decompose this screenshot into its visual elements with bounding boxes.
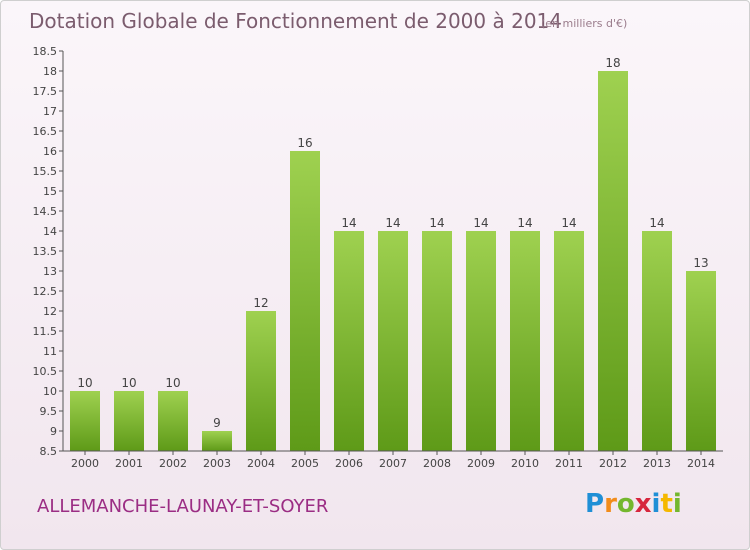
y-tick-label: 8.5 xyxy=(40,445,58,458)
logo-letter: r xyxy=(604,489,617,519)
y-axis: 8.5 9 9.5 10 10.5 11 11.5 12 12.5 13 13.5 14 14.5 15 1… xyxy=(33,45,64,458)
y-tick-label: 15.5 xyxy=(33,165,58,178)
bar-value-label: 14 xyxy=(517,216,532,230)
bar xyxy=(290,151,320,451)
bar-value-label: 14 xyxy=(429,216,444,230)
commune-name: ALLEMANCHE-LAUNAY-ET-SOYER xyxy=(37,496,329,517)
proxiti-logo: Proxiti xyxy=(585,489,682,519)
y-tick-label: 12.5 xyxy=(33,285,58,298)
bar xyxy=(246,311,276,451)
x-tick-label: 2000 xyxy=(71,457,99,470)
y-tick-label: 18.5 xyxy=(33,45,58,58)
x-tick-label: 2005 xyxy=(291,457,319,470)
bar-value-label: 18 xyxy=(605,56,620,70)
y-tick-label: 15 xyxy=(43,185,57,198)
x-tick-label: 2010 xyxy=(511,457,539,470)
y-tick-label: 16 xyxy=(43,145,57,158)
x-tick-label: 2011 xyxy=(555,457,583,470)
y-tick-label: 13 xyxy=(43,265,57,278)
y-tick-label: 10.5 xyxy=(33,365,58,378)
x-tick-label: 2013 xyxy=(643,457,671,470)
bar-value-label: 13 xyxy=(693,256,708,270)
bar-value-label: 16 xyxy=(297,136,312,150)
bars: 10 10 10 9 12 16 14 14 14 14 14 14 18 14 13 xyxy=(70,56,716,451)
bar xyxy=(334,231,364,451)
y-tick-label: 9 xyxy=(50,425,57,438)
x-tick-label: 2001 xyxy=(115,457,143,470)
y-tick-label: 12 xyxy=(43,305,57,318)
y-tick-label: 11 xyxy=(43,345,57,358)
x-axis: 2000 2001 2002 2003 2004 2005 2006 2007 2008 2009… xyxy=(63,450,723,470)
y-tick-label: 17.5 xyxy=(33,85,58,98)
y-tick-label: 13.5 xyxy=(33,245,58,258)
bar xyxy=(642,231,672,451)
x-tick-label: 2007 xyxy=(379,457,407,470)
bar-value-label: 14 xyxy=(341,216,356,230)
logo-letter: P xyxy=(585,489,605,519)
x-tick-label: 2004 xyxy=(247,457,275,470)
logo-letter: o xyxy=(616,489,635,519)
bar xyxy=(598,71,628,451)
logo-letter: i xyxy=(672,489,682,519)
bar-value-label: 9 xyxy=(213,416,221,430)
bar xyxy=(422,231,452,451)
logo-letter: i xyxy=(651,489,661,519)
chart-unit-note: (en milliers d'€) xyxy=(541,17,628,30)
bar xyxy=(114,391,144,451)
x-tick-label: 2006 xyxy=(335,457,363,470)
logo-letter: t xyxy=(660,489,673,519)
bar-value-label: 14 xyxy=(385,216,400,230)
bar xyxy=(70,391,100,451)
bar xyxy=(686,271,716,451)
y-tick-label: 18 xyxy=(43,65,57,78)
bar-value-label: 12 xyxy=(253,296,268,310)
y-tick-label: 11.5 xyxy=(33,325,58,338)
x-tick-label: 2009 xyxy=(467,457,495,470)
y-tick-label: 10 xyxy=(43,385,57,398)
chart-title: Dotation Globale de Fonctionnement de 20… xyxy=(29,9,562,33)
x-tick-label: 2014 xyxy=(687,457,715,470)
bar-value-label: 14 xyxy=(473,216,488,230)
y-tick-label: 16.5 xyxy=(33,125,58,138)
bar xyxy=(510,231,540,451)
y-tick-label: 17 xyxy=(43,105,57,118)
x-tick-label: 2002 xyxy=(159,457,187,470)
bar xyxy=(466,231,496,451)
y-tick-label: 14 xyxy=(43,225,57,238)
bar-value-label: 10 xyxy=(165,376,180,390)
bar-value-label: 14 xyxy=(649,216,664,230)
bar xyxy=(202,431,232,451)
bar xyxy=(378,231,408,451)
bar-value-label: 10 xyxy=(121,376,136,390)
bar xyxy=(158,391,188,451)
logo-letter: x xyxy=(634,489,652,519)
y-tick-label: 9.5 xyxy=(40,405,58,418)
y-tick-label: 14.5 xyxy=(33,205,58,218)
x-tick-label: 2008 xyxy=(423,457,451,470)
bar-value-label: 14 xyxy=(561,216,576,230)
x-tick-label: 2003 xyxy=(203,457,231,470)
bar xyxy=(554,231,584,451)
bar-value-label: 10 xyxy=(77,376,92,390)
x-tick-label: 2012 xyxy=(599,457,627,470)
